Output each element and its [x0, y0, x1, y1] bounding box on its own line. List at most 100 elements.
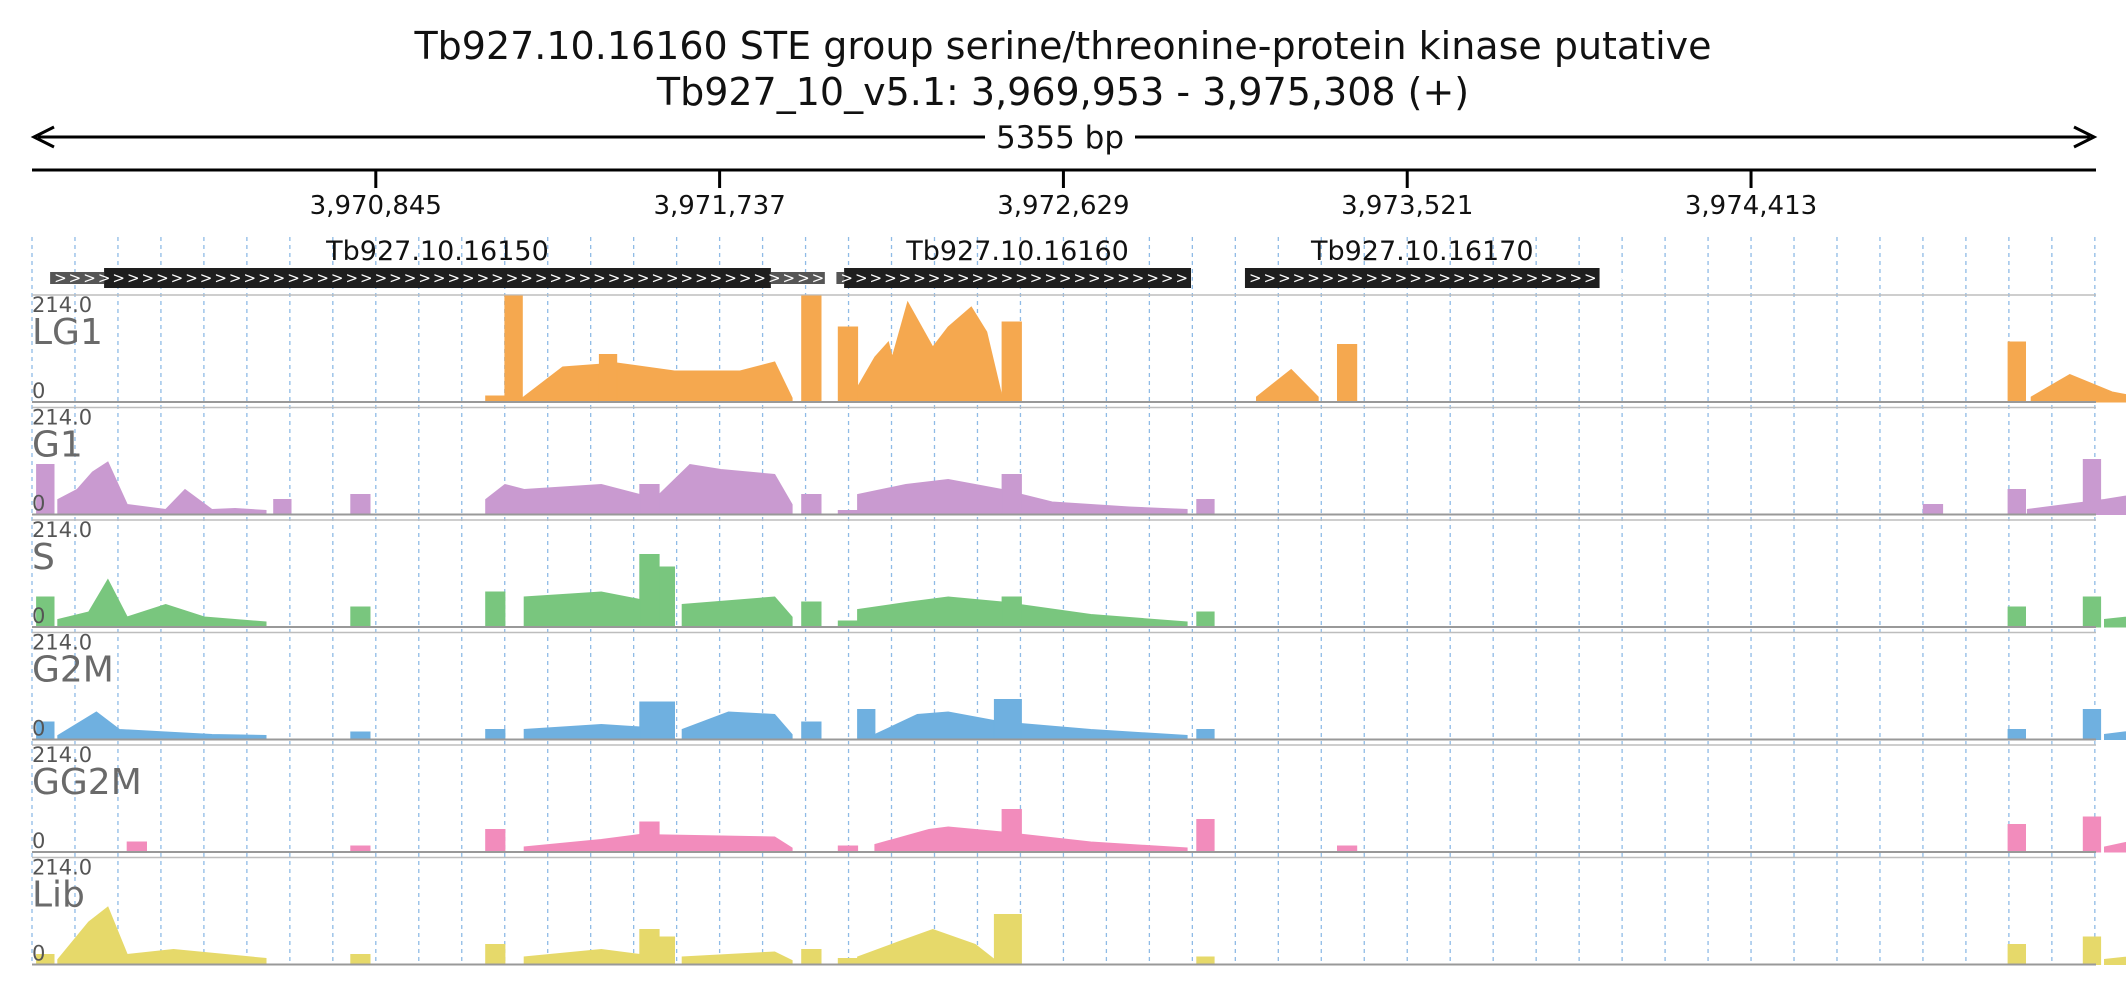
- coverage-area: [801, 295, 822, 403]
- track-s: 214.0 0 S: [32, 518, 2126, 628]
- coverage-area: [1196, 956, 1215, 965]
- coverage-area: [639, 701, 675, 740]
- axis-tick-label: 3,970,845: [310, 191, 442, 221]
- coverage-area: [874, 826, 1188, 853]
- track-ymax-label: 214.0: [32, 856, 92, 880]
- gene-strand-arrows: >>>>>>>>>>>>>>>>>>>>>>>>>>>>>>>>>>>>>>>>…: [54, 269, 899, 287]
- coverage-area: [1001, 596, 1022, 628]
- gene-label: Tb927.10.16160: [905, 236, 1129, 267]
- coverage-area: [350, 606, 371, 628]
- span-arrow-left-head: [30, 125, 55, 149]
- track-g1: 214.0 0 G1: [32, 406, 2126, 516]
- axis-tick-label: 3,974,413: [1685, 191, 1817, 221]
- coverage-area: [2104, 731, 2126, 740]
- track-ymax-label: 214.0: [32, 518, 92, 542]
- coverage-area: [857, 709, 876, 740]
- coverage-area: [598, 354, 618, 403]
- coverage-area: [857, 928, 995, 965]
- coverage-area: [2007, 341, 2026, 403]
- coverage-area: [1256, 368, 1319, 403]
- gene-utr: [50, 272, 105, 284]
- track-name-label: LG1: [32, 312, 103, 353]
- coverage-area: [2104, 841, 2126, 853]
- coverage-area: [350, 954, 371, 965]
- coverage-area: [857, 478, 1188, 515]
- gene-cds: [104, 268, 771, 288]
- span-arrow-right-head: [2073, 125, 2098, 149]
- axis-tick-label: 3,971,737: [653, 191, 785, 221]
- coverage-area: [57, 711, 267, 740]
- span-label-bg: [985, 119, 1135, 155]
- track-ymin-label: 0: [32, 717, 45, 741]
- coverage-area: [1001, 809, 1022, 853]
- coverage-area: [993, 699, 1022, 740]
- coverage-area: [485, 729, 506, 740]
- coverage-area: [1196, 729, 1215, 740]
- coverage-area: [485, 829, 506, 853]
- coverage-area: [658, 566, 675, 628]
- gene-strand-arrows: >>>>>>>>>>>>>>>>>>>>>>>>>>: [1249, 269, 1628, 287]
- coverage-area: [2026, 495, 2126, 515]
- axis-tick-label: 3,972,629: [997, 191, 1129, 221]
- gene-strand-arrows: >>>>>>>>>>>>>>>>>>>>>>>>>>: [840, 269, 1219, 287]
- coverage-area: [2007, 729, 2026, 740]
- coverage-area: [639, 821, 660, 853]
- coverage-area: [2007, 606, 2026, 628]
- track-name-label: GG2M: [32, 762, 142, 803]
- coverage-area: [350, 731, 371, 740]
- coverage-area: [801, 494, 822, 515]
- gene-model: >>>>>>>>>>>>>>>>>>>>>>>>>> Tb927.10.16170: [1244, 236, 1628, 288]
- coverage-area: [485, 483, 641, 515]
- coverage-area: [658, 936, 675, 965]
- gene-label: Tb927.10.16170: [1310, 236, 1534, 267]
- track-name-label: G2M: [32, 650, 114, 691]
- coverage-area: [350, 494, 371, 515]
- track-gg2m: 214.0 0 GG2M: [32, 743, 2126, 853]
- coverage-area: [681, 951, 793, 965]
- coverage-area: [523, 723, 641, 740]
- coverage-area: [485, 944, 506, 965]
- coverage-area: [485, 591, 506, 628]
- track-ymin-label: 0: [32, 942, 45, 966]
- coverage-area: [801, 721, 822, 740]
- coverage-area: [2030, 373, 2126, 403]
- coverage-area: [639, 554, 660, 628]
- coverage-area: [1196, 499, 1215, 515]
- span-label: 5355 bp: [996, 120, 1124, 156]
- coverage-area: [2007, 944, 2026, 965]
- coverage-area: [1001, 474, 1022, 515]
- coverage-area: [801, 601, 822, 628]
- coverage-area: [2082, 816, 2102, 853]
- coverage-area: [521, 361, 793, 403]
- track-ymax-label: 214.0: [32, 743, 92, 767]
- track-ymin-label: 0: [32, 604, 45, 628]
- coverage-area: [639, 484, 660, 515]
- coverage-area: [273, 499, 292, 515]
- gene-cds: [1244, 268, 1600, 288]
- track-name-label: Lib: [32, 875, 85, 916]
- track-ymin-label: 0: [32, 829, 45, 853]
- coverage-area: [2082, 596, 2102, 628]
- coverage-area: [2082, 936, 2102, 965]
- coverage-area: [681, 711, 793, 740]
- track-g2m: 214.0 0 G2M: [32, 631, 2126, 741]
- coverage-area: [2007, 824, 2026, 853]
- track-name-label: G1: [32, 425, 83, 466]
- track-ymin-label: 0: [32, 379, 45, 403]
- chart-subtitle: Tb927_10_v5.1: 3,969,953 - 3,975,308 (+): [656, 70, 1470, 114]
- gene-cds: [844, 268, 1192, 288]
- axis-tick-label: 3,973,521: [1341, 191, 1473, 221]
- coverage-area: [2082, 709, 2102, 740]
- coverage-area: [2104, 956, 2126, 965]
- coverage-area: [658, 463, 793, 515]
- gene-model: >>>>>>>>>>>>>>>>>>>>>>>>>>>>>>>>>>>>>>>>…: [50, 236, 899, 288]
- coverage-area: [2007, 489, 2026, 515]
- coverage-area: [874, 711, 1188, 740]
- coverage-area: [1196, 819, 1215, 853]
- coverage-area: [1001, 321, 1022, 403]
- track-ymax-label: 214.0: [32, 293, 92, 317]
- coverage-area: [523, 948, 641, 965]
- coverage-area: [837, 326, 859, 403]
- coverage-area: [801, 949, 822, 965]
